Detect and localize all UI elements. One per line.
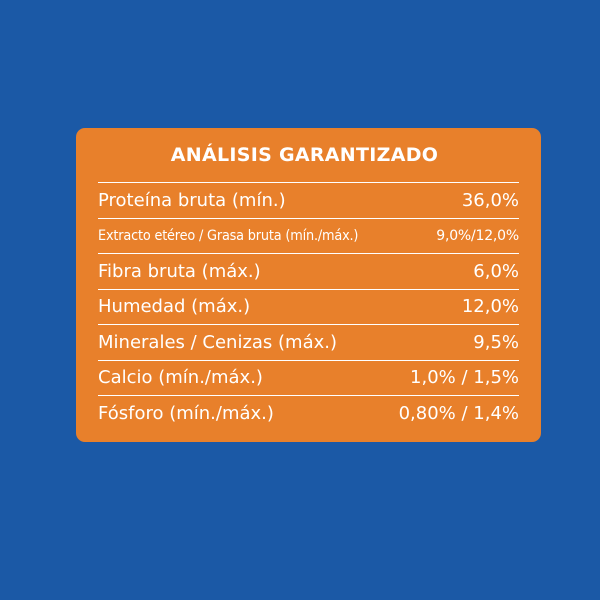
row-value: 12,0%	[461, 296, 519, 318]
table-row: Humedad (máx.) 12,0%	[98, 290, 519, 325]
row-label: Humedad (máx.)	[98, 296, 251, 318]
table-row: Extracto etéreo / Grasa bruta (mín./máx.…	[98, 219, 519, 254]
row-value: 36,0%	[461, 189, 519, 211]
row-value: 0,80% / 1,4%	[398, 403, 519, 425]
panel-title: ANÁLISIS GARANTIZADO	[170, 144, 439, 166]
table-row: Proteína bruta (mín.) 36,0%	[98, 183, 519, 219]
row-value: 6,0%	[473, 260, 519, 282]
table-row: Fibra bruta (máx.) 6,0%	[98, 254, 519, 290]
row-value: 1,0% / 1,5%	[410, 367, 519, 389]
row-label: Minerales / Cenizas (máx.)	[98, 331, 338, 353]
row-label: Extracto etéreo / Grasa bruta (mín./máx.…	[98, 227, 359, 244]
table-row: Minerales / Cenizas (máx.) 9,5%	[98, 325, 519, 361]
row-label: Fósforo (mín./máx.)	[98, 403, 274, 425]
table-row: Fósforo (mín./máx.) 0,80% / 1,4%	[98, 396, 519, 432]
analysis-table: Proteína bruta (mín.) 36,0% Extracto eté…	[98, 182, 519, 432]
row-label: Fibra bruta (máx.)	[98, 260, 261, 282]
guaranteed-analysis-panel: ANÁLISIS GARANTIZADO Proteína bruta (mín…	[76, 128, 541, 442]
table-row: Calcio (mín./máx.) 1,0% / 1,5%	[98, 361, 519, 396]
row-value: 9,0%/12,0%	[436, 227, 519, 244]
row-label: Calcio (mín./máx.)	[98, 367, 263, 389]
row-label: Proteína bruta (mín.)	[98, 189, 286, 211]
row-value: 9,5%	[473, 331, 519, 353]
